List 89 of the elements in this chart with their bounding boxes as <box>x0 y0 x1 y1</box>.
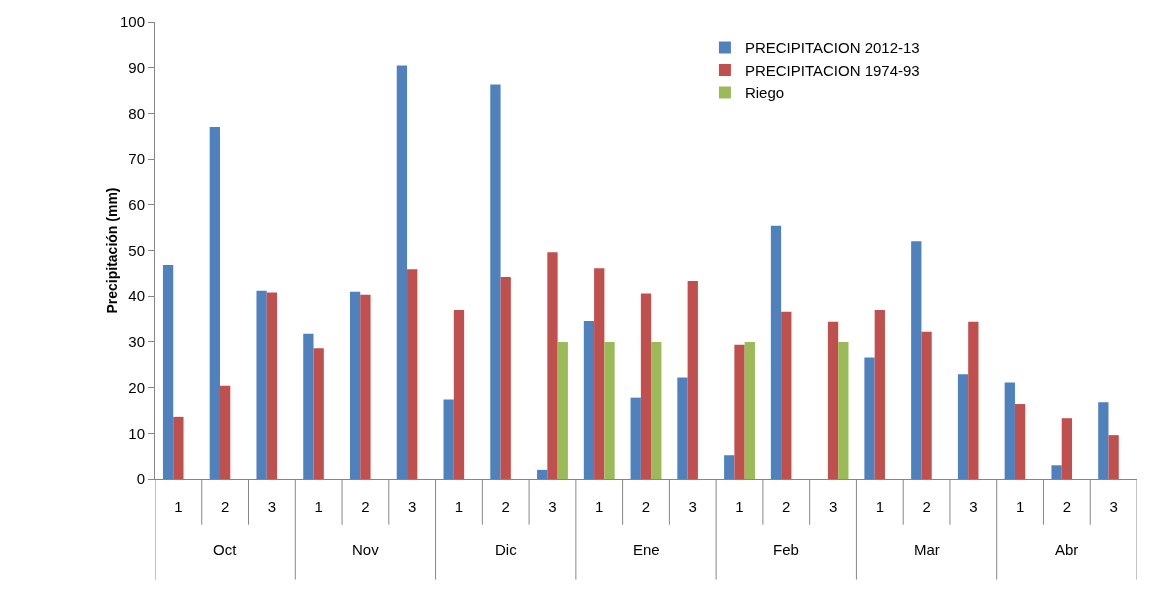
bar <box>651 341 662 479</box>
x-tick-label: 3 <box>969 498 978 515</box>
text: Mar <box>914 541 940 558</box>
legend-label: Riego <box>744 84 785 102</box>
bar <box>1014 404 1026 479</box>
bar <box>770 225 782 479</box>
bar <box>490 84 501 479</box>
y-tick-label: 50 <box>128 241 145 259</box>
bar <box>1108 435 1119 479</box>
y-tick-label: 60 <box>128 196 145 214</box>
bar <box>734 344 745 479</box>
y-tick-label: 100 <box>119 13 145 31</box>
bar <box>407 269 418 479</box>
x-tick-label: 2 <box>501 498 510 515</box>
bar <box>500 277 511 479</box>
x-tick-label: 1 <box>875 498 884 515</box>
bar <box>921 331 932 479</box>
y-axis-title: Precipitación (mm) <box>104 187 120 314</box>
bar <box>864 357 875 479</box>
bar <box>827 321 839 479</box>
y-tick-label: 90 <box>128 58 145 76</box>
text: Dic <box>495 541 518 558</box>
text: Nov <box>352 541 380 558</box>
bar <box>557 341 568 479</box>
bar <box>640 293 652 479</box>
bar <box>266 292 278 479</box>
x-tick-label: 1 <box>735 498 744 515</box>
text: Feb <box>773 541 799 558</box>
x-tick-label: 3 <box>1109 498 1118 515</box>
x-tick-label: 2 <box>641 498 651 515</box>
y-tick-label: 20 <box>128 378 145 396</box>
bar <box>453 309 465 479</box>
y-tick-label: 10 <box>128 424 145 442</box>
bar <box>724 455 735 479</box>
bar <box>838 341 849 479</box>
bar <box>957 374 969 479</box>
bar <box>594 268 605 479</box>
x-tick-label: 3 <box>688 498 697 515</box>
x-tick-label: 2 <box>782 498 791 515</box>
x-tick-label: 1 <box>595 498 604 515</box>
x-tick-label: 3 <box>267 498 277 515</box>
x-tick-label: 2 <box>220 498 230 515</box>
bar <box>1098 402 1109 479</box>
x-tick-label: 2 <box>361 498 370 515</box>
x-tick-label: 3 <box>408 498 417 515</box>
text: Oct <box>213 541 238 558</box>
y-tick-label: 80 <box>128 104 145 122</box>
bar <box>547 252 558 479</box>
bar <box>781 311 792 479</box>
legend-label: PRECIPITACION 1974-93 <box>744 61 920 79</box>
legend-label: PRECIPITACION 2012-13 <box>744 39 920 57</box>
bar <box>303 333 314 479</box>
bar <box>220 385 231 479</box>
bar <box>1051 465 1062 479</box>
x-tick-label: 1 <box>314 498 323 515</box>
x-tick-label: 1 <box>454 498 464 515</box>
bar <box>173 416 184 479</box>
bar <box>350 291 361 479</box>
y-tick-label: 0 <box>136 470 145 488</box>
y-tick-label: 40 <box>128 287 145 305</box>
y-tick-label: 30 <box>128 333 145 351</box>
x-tick-label: 2 <box>922 498 931 515</box>
bar <box>256 290 267 479</box>
bar <box>209 127 220 479</box>
x-tick-label: 3 <box>828 498 838 515</box>
x-tick-label: 1 <box>174 498 183 515</box>
bar <box>604 341 615 479</box>
x-tick-label: 3 <box>548 498 557 515</box>
bar <box>360 294 371 479</box>
bar <box>968 321 979 479</box>
bar <box>687 281 698 479</box>
bar <box>443 399 454 479</box>
bar <box>911 241 922 479</box>
bar <box>583 320 595 479</box>
bar <box>1061 418 1072 479</box>
bar <box>313 348 324 479</box>
bar <box>1004 382 1015 479</box>
y-tick-label: 70 <box>128 150 145 168</box>
bar <box>537 469 548 479</box>
text: Ene <box>633 541 660 558</box>
bar <box>744 341 755 479</box>
bar <box>162 265 174 479</box>
bar <box>677 377 688 479</box>
x-tick-label: 2 <box>1062 498 1072 515</box>
x-tick-label: 1 <box>1015 498 1025 515</box>
bar <box>630 397 641 479</box>
bar <box>874 309 885 479</box>
bar <box>396 65 408 479</box>
text: Abr <box>1055 541 1079 558</box>
